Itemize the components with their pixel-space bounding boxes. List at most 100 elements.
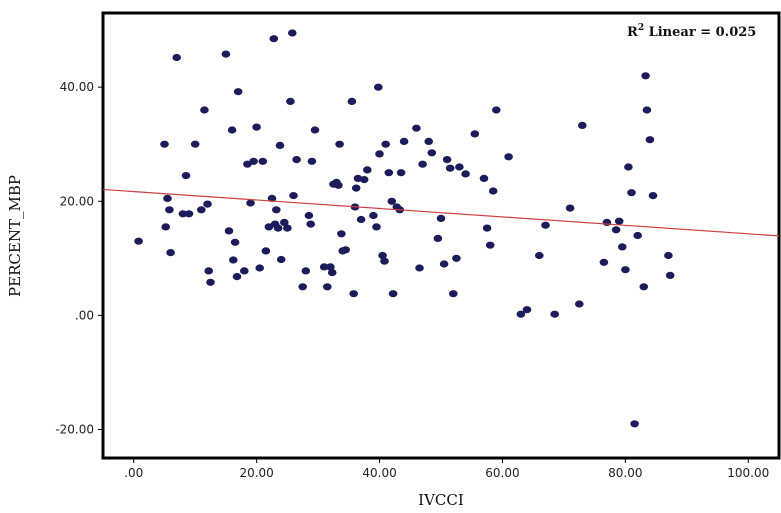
- data-point: [485, 241, 495, 249]
- data-point: [516, 310, 526, 318]
- data-point: [200, 106, 209, 114]
- data-point: [541, 221, 550, 229]
- fit-line: [102, 188, 780, 237]
- data-point: [645, 136, 655, 144]
- y-axis-title: PERCENT_MBP: [6, 175, 24, 297]
- data-point: [301, 267, 311, 275]
- data-point: [630, 420, 639, 428]
- data-point: [575, 300, 584, 308]
- data-point: [359, 176, 369, 184]
- data-point: [165, 206, 174, 214]
- data-point: [387, 197, 397, 205]
- r2-superscript: 2: [638, 23, 644, 33]
- data-point: [286, 97, 295, 105]
- data-point: [276, 255, 286, 264]
- data-point: [369, 211, 378, 220]
- data-point: [418, 160, 427, 168]
- data-point: [229, 256, 238, 264]
- data-point: [307, 157, 317, 165]
- data-point: [341, 246, 351, 254]
- data-point: [178, 210, 188, 218]
- data-point: [642, 106, 652, 114]
- x-tick-label: .00: [124, 466, 143, 480]
- r2-annotation: R2 Linear = 0.025: [627, 23, 756, 40]
- data-point: [535, 251, 544, 260]
- data-point: [319, 263, 329, 271]
- data-point: [267, 194, 277, 202]
- data-point: [206, 278, 215, 286]
- data-point: [412, 124, 421, 132]
- data-point: [272, 206, 281, 214]
- x-tick-label: 60.00: [485, 466, 519, 480]
- data-point: [306, 220, 316, 228]
- data-point: [224, 227, 234, 235]
- y-axis: -20.00 .00 20.00 40.00: [55, 80, 103, 436]
- data-point: [246, 199, 255, 207]
- data-point: [665, 271, 675, 279]
- x-axis-title: IVCCI: [418, 491, 464, 509]
- data-point: [399, 137, 409, 145]
- plot-frame: [101, 11, 781, 460]
- data-point: [337, 230, 346, 238]
- data-point: [351, 184, 361, 192]
- data-point: [449, 290, 458, 298]
- data-point: [455, 163, 464, 171]
- data-point: [602, 218, 612, 226]
- data-point: [203, 200, 212, 208]
- points-layer: [134, 29, 675, 428]
- data-point: [415, 264, 424, 272]
- data-point: [433, 234, 443, 242]
- data-point: [639, 283, 649, 291]
- data-point: [292, 156, 301, 164]
- data-point: [298, 283, 308, 291]
- data-point: [442, 156, 452, 164]
- data-point: [363, 166, 372, 174]
- data-point: [273, 224, 283, 232]
- data-point: [335, 140, 344, 148]
- data-point: [134, 237, 143, 245]
- data-point: [280, 218, 289, 226]
- data-point: [621, 266, 630, 274]
- data-point: [599, 258, 609, 266]
- data-point: [384, 169, 394, 177]
- data-point: [283, 224, 292, 232]
- data-point: [334, 181, 343, 189]
- data-point: [388, 290, 398, 298]
- data-point: [204, 267, 213, 275]
- y-tick-label: 40.00: [60, 80, 94, 94]
- data-point: [374, 83, 383, 91]
- data-point: [230, 238, 240, 246]
- data-point: [578, 121, 587, 129]
- data-point: [356, 215, 366, 224]
- data-point: [172, 53, 181, 62]
- data-point: [375, 150, 384, 158]
- data-point: [184, 210, 194, 218]
- data-point: [614, 217, 624, 225]
- data-point: [504, 153, 513, 161]
- data-point: [624, 163, 633, 171]
- data-point: [618, 243, 627, 251]
- data-point: [633, 231, 642, 240]
- data-point: [304, 211, 314, 220]
- data-point: [347, 97, 357, 105]
- x-tick-label: 100.00: [727, 466, 769, 480]
- data-point: [461, 170, 470, 178]
- data-point: [269, 35, 279, 43]
- data-point: [381, 140, 391, 148]
- data-point: [323, 283, 332, 291]
- data-point: [288, 29, 297, 37]
- data-point: [424, 137, 434, 145]
- data-point: [221, 50, 231, 58]
- data-point: [470, 130, 480, 138]
- data-point: [261, 247, 271, 255]
- data-point: [439, 260, 449, 268]
- data-point: [233, 88, 243, 96]
- x-tick-label: 20.00: [239, 466, 273, 480]
- data-point: [197, 206, 206, 214]
- data-point: [550, 310, 559, 318]
- data-point: [611, 226, 621, 234]
- data-point: [627, 189, 636, 197]
- data-point: [492, 106, 501, 114]
- data-point: [326, 263, 335, 271]
